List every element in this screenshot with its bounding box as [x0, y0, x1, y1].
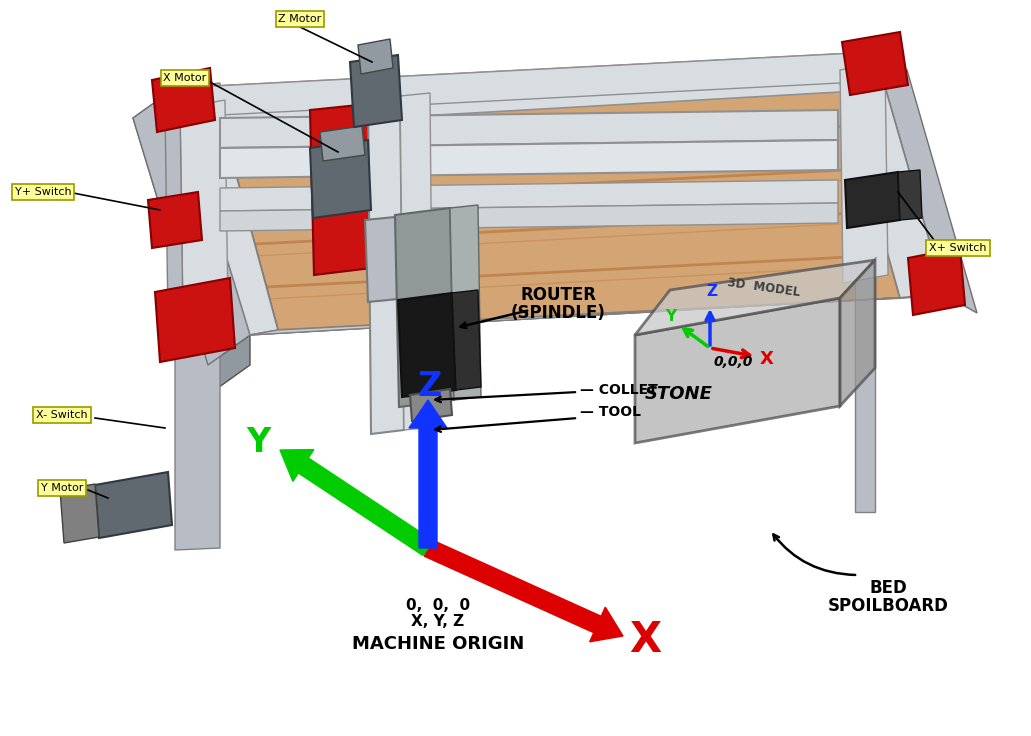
- Polygon shape: [175, 83, 220, 550]
- Text: Y: Y: [665, 309, 676, 324]
- Polygon shape: [250, 295, 945, 335]
- Polygon shape: [368, 100, 404, 268]
- Polygon shape: [220, 83, 900, 330]
- Polygon shape: [180, 100, 228, 318]
- Polygon shape: [155, 278, 235, 362]
- Text: BED: BED: [869, 579, 907, 597]
- Polygon shape: [175, 52, 875, 115]
- Text: X+ Switch: X+ Switch: [929, 243, 987, 253]
- Polygon shape: [845, 172, 900, 228]
- Polygon shape: [840, 52, 945, 298]
- Text: X Motor: X Motor: [163, 73, 206, 83]
- Polygon shape: [60, 484, 99, 543]
- Polygon shape: [152, 68, 215, 132]
- Polygon shape: [908, 248, 965, 315]
- Text: X- Switch: X- Switch: [36, 410, 88, 420]
- Polygon shape: [350, 55, 402, 127]
- Text: Y Motor: Y Motor: [41, 483, 84, 493]
- Polygon shape: [310, 140, 371, 218]
- Text: 0,0,0: 0,0,0: [714, 355, 754, 369]
- Polygon shape: [875, 52, 977, 313]
- Polygon shape: [450, 205, 481, 400]
- Polygon shape: [208, 335, 250, 395]
- Text: SPOILBOARD: SPOILBOARD: [828, 597, 949, 615]
- Polygon shape: [250, 295, 945, 335]
- Polygon shape: [898, 170, 922, 220]
- Text: Z: Z: [418, 369, 442, 403]
- Text: (SPINDLE): (SPINDLE): [510, 304, 605, 322]
- Polygon shape: [410, 389, 452, 421]
- Polygon shape: [842, 32, 908, 95]
- Text: Z Motor: Z Motor: [278, 14, 322, 24]
- Polygon shape: [635, 260, 875, 335]
- Text: ROUTER: ROUTER: [520, 286, 596, 304]
- FancyArrow shape: [409, 400, 447, 548]
- Polygon shape: [133, 88, 250, 365]
- Polygon shape: [220, 203, 838, 231]
- Text: 0,  0,  0: 0, 0, 0: [406, 598, 470, 614]
- Polygon shape: [175, 88, 278, 335]
- Text: 3D  MODEL: 3D MODEL: [727, 277, 801, 300]
- Polygon shape: [365, 213, 438, 302]
- Polygon shape: [95, 472, 172, 538]
- Polygon shape: [148, 192, 202, 248]
- Text: STONE: STONE: [645, 385, 712, 403]
- Polygon shape: [220, 110, 838, 148]
- Polygon shape: [175, 52, 875, 130]
- Polygon shape: [400, 93, 433, 430]
- Polygon shape: [840, 260, 875, 406]
- Text: X, Y, Z: X, Y, Z: [411, 615, 465, 629]
- Polygon shape: [133, 88, 278, 365]
- FancyArrow shape: [425, 539, 623, 642]
- Polygon shape: [310, 104, 372, 275]
- Polygon shape: [165, 105, 182, 321]
- Text: Y: Y: [245, 425, 270, 459]
- Polygon shape: [395, 208, 454, 407]
- Polygon shape: [855, 52, 875, 512]
- FancyArrow shape: [280, 450, 433, 556]
- Polygon shape: [398, 293, 456, 397]
- Text: Y+ Switch: Y+ Switch: [14, 187, 71, 197]
- Text: Z: Z: [706, 284, 718, 299]
- Polygon shape: [635, 298, 840, 443]
- Text: X: X: [759, 350, 773, 369]
- Text: X: X: [629, 619, 661, 661]
- Polygon shape: [368, 96, 404, 434]
- Polygon shape: [358, 39, 393, 74]
- Text: — COLLET: — COLLET: [580, 383, 658, 397]
- Text: — TOOL: — TOOL: [580, 405, 641, 419]
- Polygon shape: [840, 62, 888, 283]
- Text: MACHINE ORIGIN: MACHINE ORIGIN: [352, 635, 524, 653]
- Polygon shape: [452, 290, 481, 390]
- Polygon shape: [220, 180, 838, 211]
- Polygon shape: [220, 140, 838, 178]
- Polygon shape: [320, 126, 365, 161]
